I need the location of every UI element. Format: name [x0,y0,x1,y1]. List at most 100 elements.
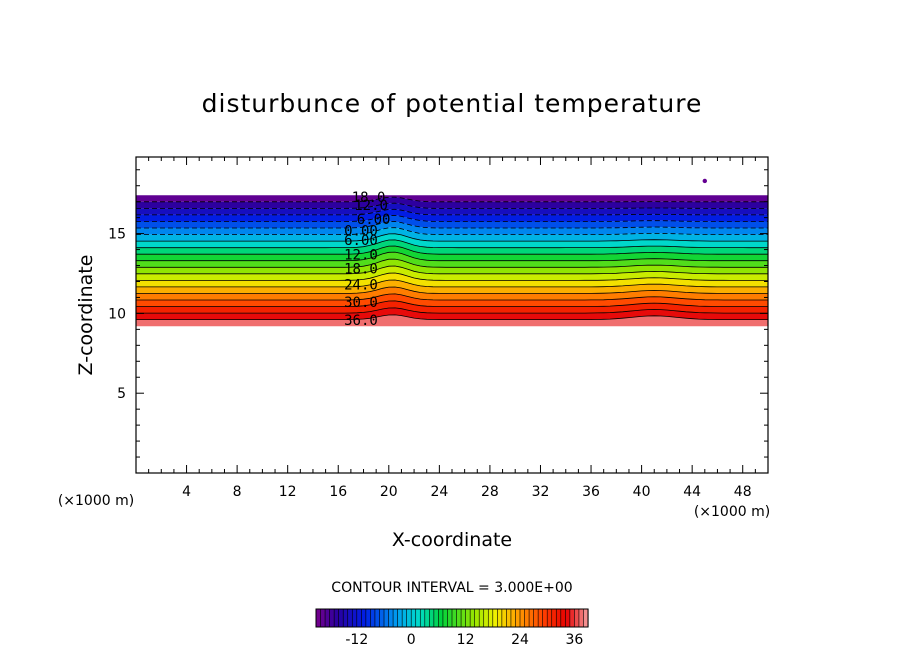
colorbar-segment [329,608,335,628]
contour-line [136,314,768,321]
contour-line [136,279,768,288]
contour-band [136,203,768,215]
x-tick-label: 8 [233,484,242,500]
contour-line [136,245,768,255]
colorbar-segment [333,608,340,628]
contour-band [136,252,768,268]
colorbar-segment [497,608,503,628]
x-unit-label: (×1000 m) [694,504,770,520]
chart-title: disturbunce of potential temperature [202,89,703,118]
colorbar-segment [388,608,394,628]
colorbar-tick-label: 12 [457,632,475,648]
contour-label: 6.00 [344,233,378,249]
colorbar-segment [465,608,471,628]
contour-line [136,239,768,249]
colorbar-segment [492,608,498,628]
colorbar-segment [415,608,421,628]
contour-line [136,258,768,268]
contour-band [136,209,768,222]
contour-label: 0.00 [344,223,378,239]
colorbar-segment [392,608,399,628]
colorbar-segment [401,608,408,628]
colorbar-segment [374,608,381,628]
colorbar-segment [510,608,517,628]
x-tick-label: 24 [430,484,448,500]
colorbar-segment [320,608,326,628]
colorbar-segment [347,608,353,628]
colorbar-segment [429,608,435,628]
x-tick-label: 4 [182,484,191,500]
colorbar-tick-label: 24 [511,632,529,648]
contour-label: 12.0 [344,247,378,263]
colorbar-segment [361,608,367,628]
contour-line [136,300,768,307]
colorbar-segment [501,608,508,628]
contour-line [136,202,768,209]
contour-band [136,227,768,242]
colorbar-segment [451,608,458,628]
y-unit-label: (×1000 m) [58,493,134,509]
x-tick-label: 20 [380,484,398,500]
contour-line [136,221,768,229]
colorbar-segment [406,608,412,628]
plot-area: 18.012.06.000.006.0012.018.024.030.036.0… [108,156,769,500]
colorbar-tick-label: -12 [345,632,368,648]
contour-band [136,266,768,281]
colorbar-segment [528,608,535,628]
contour-band [136,300,768,314]
colorbar-segment [506,608,512,628]
contour-label: 36.0 [344,313,378,329]
contour-band [136,239,768,255]
x-axis-ticks: 4 8 12 16 20 24 28 32 36 40 44 48 [148,157,756,500]
contour-band [136,307,768,320]
colorbar-segment [533,608,539,628]
colorbar-segment [469,608,476,628]
colorbar-segment [519,608,526,628]
x-axis-title: X-coordinate [392,529,512,551]
contour-line [136,293,768,301]
colorbar: -12 0 12 24 36 [315,608,589,648]
colorbar-segment [419,608,426,628]
y-axis-title: Z-coordinate [75,255,97,376]
x-tick-label: 40 [633,484,651,500]
contour-line [136,214,768,222]
colorbar-segment [460,608,467,628]
y-tick-label: 15 [108,227,126,243]
colorbar-segment [487,608,494,628]
contour-line [136,265,768,275]
colorbar-segment [456,608,462,628]
contour-label: 30.0 [344,295,378,311]
colorbar-segment [379,608,385,628]
colorbar-segment [338,608,344,628]
colorbar-segment [542,608,548,628]
contour-line [136,307,768,314]
colorbar-segment [478,608,485,628]
y-axis-ticks: 5 10 15 [108,169,768,458]
contour-label: 24.0 [344,278,378,294]
contour-line [136,196,768,203]
colorbar-segment [342,608,349,628]
contour-label: 6.00 [357,212,391,228]
contour-patch [702,178,707,184]
contour-band [136,221,768,235]
colorbar-segment [565,608,571,628]
x-tick-label: 12 [279,484,297,500]
colorbar-segment [397,608,403,628]
colorbar-segment [365,608,372,628]
x-tick-label: 48 [734,484,752,500]
colorbar-segment [578,608,585,628]
contour-line [136,251,768,262]
y-tick-label: 10 [108,306,126,322]
colorbar-segment [315,608,322,628]
colorbar-segment [370,608,376,628]
colorbar-frame [315,608,589,628]
contour-lines [136,196,768,321]
contour-band [136,273,768,287]
y-tick-label: 5 [117,386,126,402]
colorbar-segment [474,608,480,628]
colorbar-segment [433,608,440,628]
colorbar-segment [442,608,449,628]
colorbar-segment [438,608,444,628]
colorbar-segment [537,608,544,628]
